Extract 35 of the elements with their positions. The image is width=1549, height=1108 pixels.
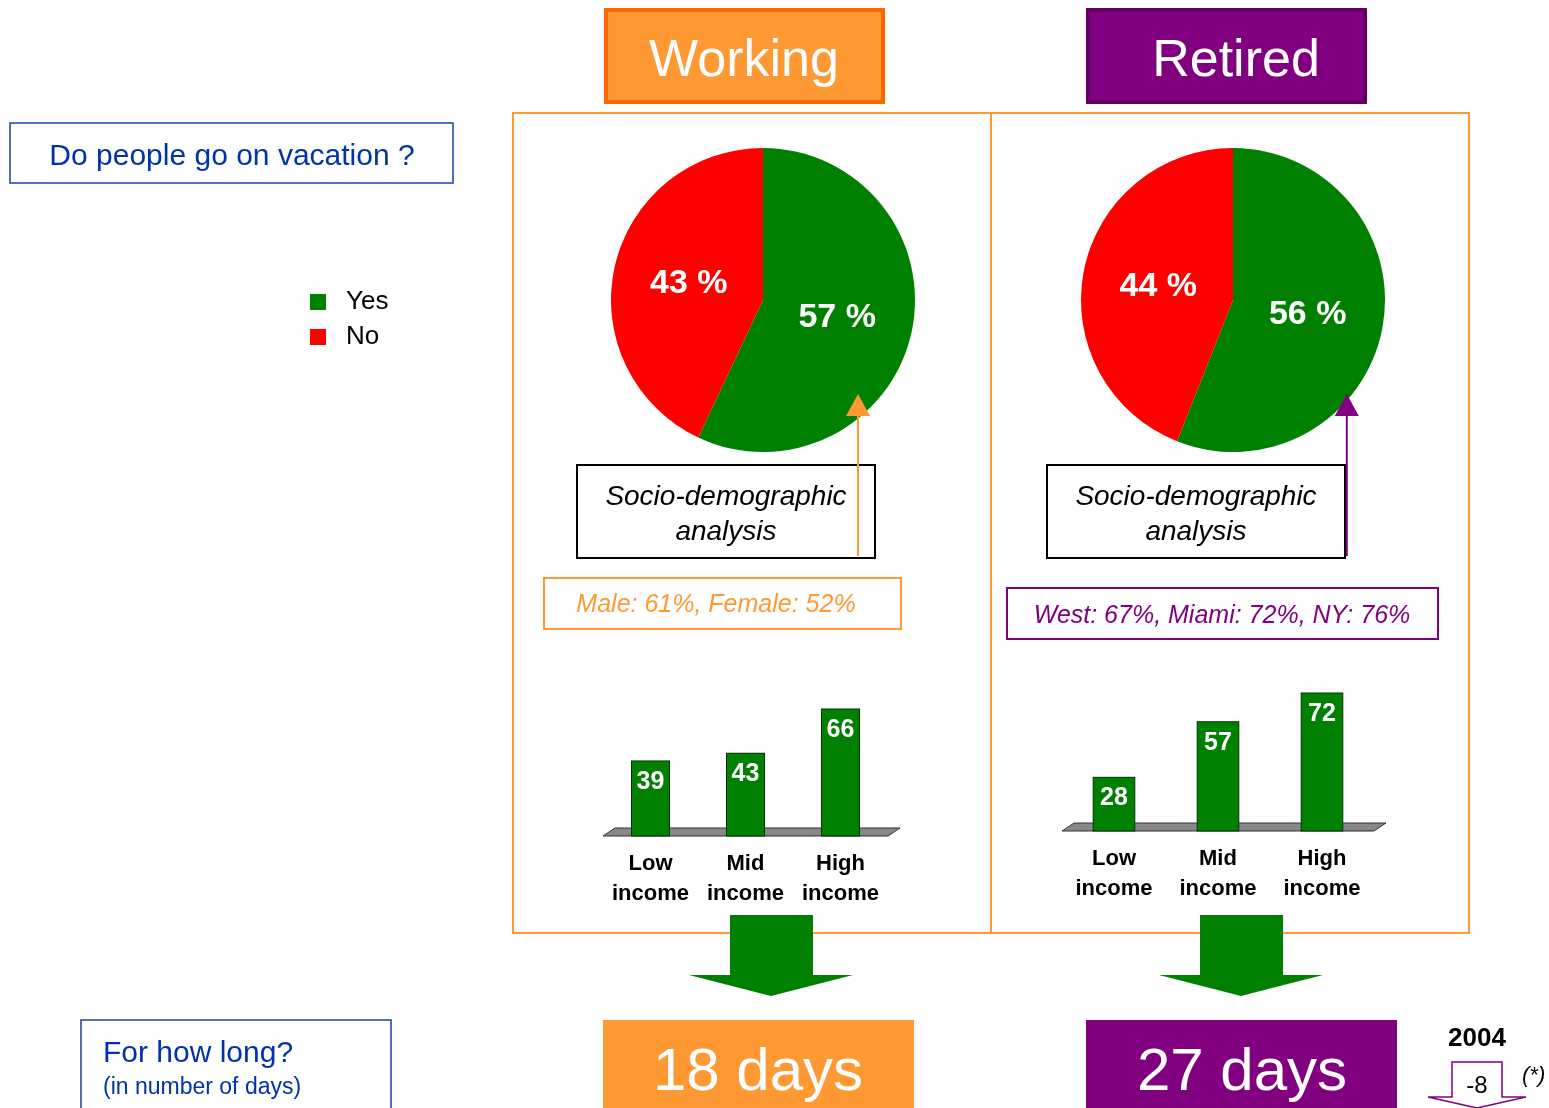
x-tick-label: High income: [1283, 845, 1361, 900]
pie-slice: [698, 148, 915, 452]
text: 2004: [1448, 1022, 1507, 1052]
data-label: 72: [1308, 698, 1336, 726]
data-label: 44 %: [1119, 264, 1198, 303]
data-label: 57 %: [798, 295, 876, 334]
text: -8: [1466, 1071, 1488, 1098]
data-label: 66: [826, 714, 855, 742]
text: For how long?: [103, 1035, 294, 1068]
chart-title: Retired: [1152, 29, 1320, 87]
x-tick-label: Low income: [1075, 845, 1153, 900]
data-label: 43 %: [650, 262, 728, 301]
data-label: 28: [1100, 782, 1128, 811]
text: Male: 61%, Female: 52%: [576, 589, 856, 617]
text: 18 days: [652, 1036, 864, 1103]
x-tick-label: Mid income: [1179, 845, 1257, 900]
text: Socio-demographic analysis: [605, 480, 847, 546]
x-tick-label: Low income: [611, 850, 690, 905]
text: (*): [1522, 1062, 1546, 1087]
data-label: 43: [731, 758, 760, 787]
data-label: 39: [636, 765, 665, 794]
text: Do people go on vacation ?: [49, 138, 415, 171]
text: Socio-demographic analysis: [1075, 480, 1317, 546]
data-label: 57: [1204, 726, 1232, 755]
text: West: 67%, Miami: 72%, NY: 76%: [1033, 600, 1411, 628]
data-label: 56 %: [1268, 293, 1347, 332]
chart-title: Working: [649, 29, 839, 87]
legend-label: Yes: [346, 285, 389, 315]
legend-label: No: [346, 320, 380, 350]
text: 27 days: [1136, 1036, 1348, 1103]
text: (in number of days): [103, 1073, 302, 1099]
pie-slice: [611, 148, 763, 438]
x-tick-label: High income: [801, 850, 880, 905]
pie-slice: [1081, 148, 1233, 442]
x-tick-label: Mid income: [706, 850, 785, 905]
